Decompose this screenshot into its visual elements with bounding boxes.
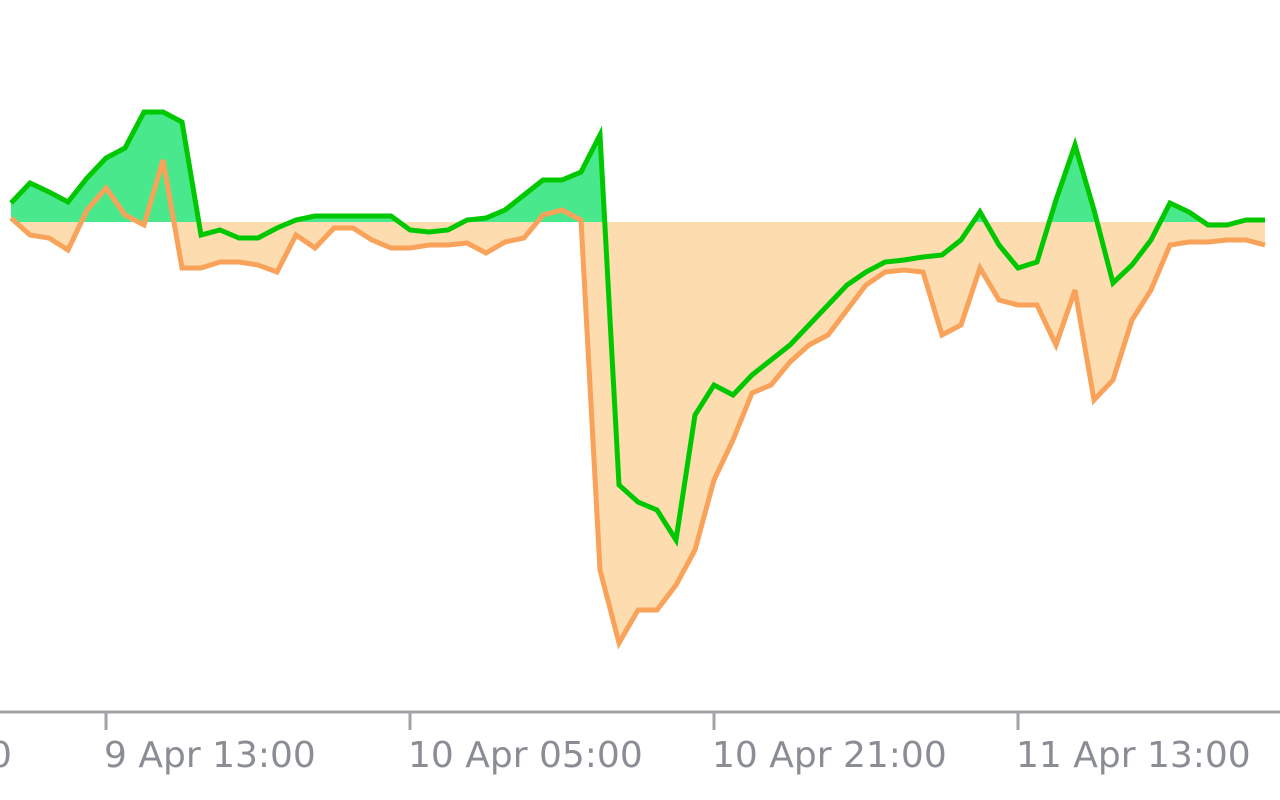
x-tick-label: 9 Apr 13:00 xyxy=(104,735,316,776)
x-tick-label: 10 Apr 21:00 xyxy=(712,735,947,776)
x-tick-label: 10 Apr 05:00 xyxy=(408,735,643,776)
x-tick-label: 11 Apr 13:00 xyxy=(1016,735,1251,776)
area xyxy=(11,112,1265,222)
line xyxy=(9,109,1265,547)
line xyxy=(9,159,1266,650)
x-tick-label: 8 Apr 21:00 xyxy=(0,735,12,776)
